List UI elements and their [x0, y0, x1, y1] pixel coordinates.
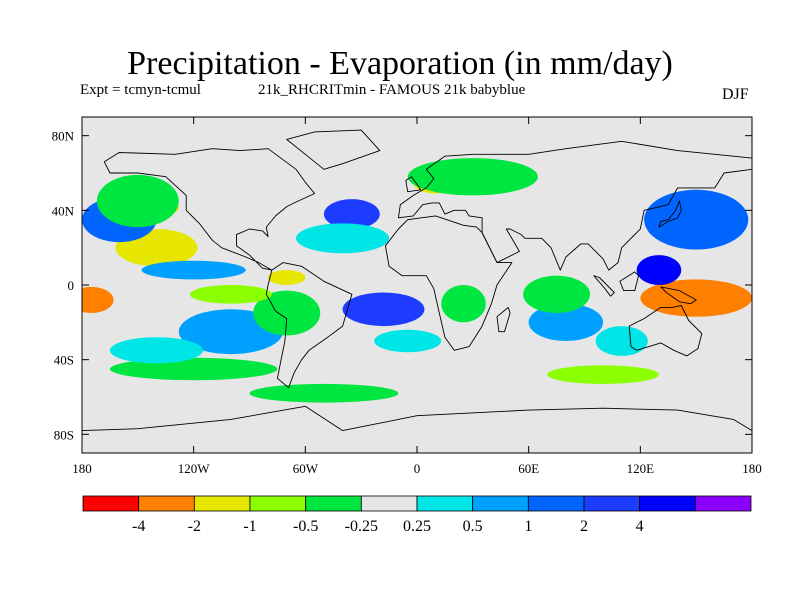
anomaly-sh-green-band — [109, 357, 278, 381]
coastline-uk — [405, 176, 422, 193]
experiment-description: 21k_RHCRITmin - FAMOUS 21k babyblue — [258, 82, 526, 98]
colorbar-swatch — [305, 495, 362, 512]
anomaly-amer-lime — [189, 285, 272, 304]
colorbar-swatch — [138, 495, 195, 512]
colorbar-label: -4 — [132, 518, 145, 535]
x-tick-label: 60W — [293, 461, 319, 476]
colorbar-label: 2 — [580, 518, 588, 535]
x-tick-label: 120W — [178, 461, 211, 476]
anomaly-satl-cyan — [374, 329, 442, 353]
colorbar-swatch — [472, 495, 529, 512]
coastline-borneo — [619, 271, 639, 292]
map-plot-area — [82, 117, 752, 453]
anomaly-natl-cyan — [296, 223, 390, 254]
coastline-madagascar — [496, 306, 511, 333]
colorbar-swatch — [249, 495, 307, 512]
anomaly-natl-navy — [323, 199, 380, 229]
anomaly-so-lime — [547, 365, 659, 384]
y-tick-label: 80S — [54, 427, 74, 442]
x-tick-label: 60E — [518, 461, 539, 476]
coastline-greenland — [286, 129, 381, 170]
anomaly-npac-blue — [644, 189, 749, 250]
colorbar-swatch — [82, 495, 140, 512]
anomaly-trop-pac-blue — [141, 260, 246, 280]
colorbar-label: 0.5 — [463, 518, 483, 535]
coastline-north-america — [103, 148, 316, 271]
colorbar-swatch — [360, 495, 418, 512]
colorbar-label: 0.25 — [403, 518, 431, 535]
anomaly-wpac-navy — [636, 255, 682, 285]
colorbar-label: -0.25 — [345, 518, 378, 535]
coastline-eurasia — [397, 140, 752, 271]
x-tick-label: 0 — [414, 461, 421, 476]
anomaly-epac-orange — [82, 286, 114, 313]
x-tick-label: 180 — [72, 461, 92, 476]
colorbar-swatch — [193, 495, 251, 512]
x-tick-label: 120E — [627, 461, 655, 476]
anomaly-spac-cyan — [109, 337, 203, 364]
colorbar-swatch — [527, 495, 585, 512]
colorbar-swatch — [639, 495, 696, 512]
colorbar-label: -2 — [188, 518, 201, 535]
map-axes: 80N 40N 0 40S 80S 180 120W 60W 0 60E 120E 180 — [52, 116, 762, 476]
colorbar-label: 1 — [524, 518, 532, 535]
colorbar-label: 4 — [636, 518, 644, 535]
coastline-antarctica — [82, 405, 752, 453]
map-title: Precipitation - Evaporation (in mm/day) — [127, 45, 673, 82]
anomaly-npac-green — [96, 174, 179, 228]
anomaly-io-green — [523, 275, 591, 314]
x-tick-label: 180 — [742, 461, 762, 476]
coastline-south-america — [265, 262, 353, 389]
coastline-new-guinea — [660, 286, 697, 305]
experiment-label: Expt = tcmyn-tcmul — [80, 82, 201, 98]
anomaly-io-cyan — [595, 326, 648, 356]
colorbar-swatch — [583, 495, 641, 512]
coastline-japan — [658, 200, 682, 228]
anomaly-io-blue — [528, 303, 604, 342]
colorbar-label: -1 — [243, 518, 256, 535]
anomaly-so-green — [249, 383, 399, 403]
coastline-africa — [384, 215, 513, 351]
colorbar-swatch — [416, 495, 474, 512]
colorbar-swatch — [694, 495, 752, 512]
colorbar: -4 -2 -1 -0.5 -0.25 0.25 0.5 1 2 4 — [82, 495, 752, 535]
y-tick-label: 80N — [52, 129, 75, 144]
anomaly-samer-yellow — [268, 270, 306, 285]
coastline-australia — [628, 305, 703, 357]
colorbar-label: -0.5 — [293, 518, 318, 535]
y-tick-label: 40S — [54, 353, 74, 368]
y-tick-label: 0 — [68, 278, 75, 293]
anomaly-satl-navy — [342, 292, 425, 327]
anomaly-africa-green — [441, 285, 486, 323]
coastline-sumatra — [593, 275, 615, 297]
y-tick-label: 40N — [52, 203, 75, 218]
season-label: DJF — [722, 86, 749, 103]
anomaly-wpac-orange — [640, 279, 752, 317]
anomaly-eu-green — [407, 158, 538, 196]
